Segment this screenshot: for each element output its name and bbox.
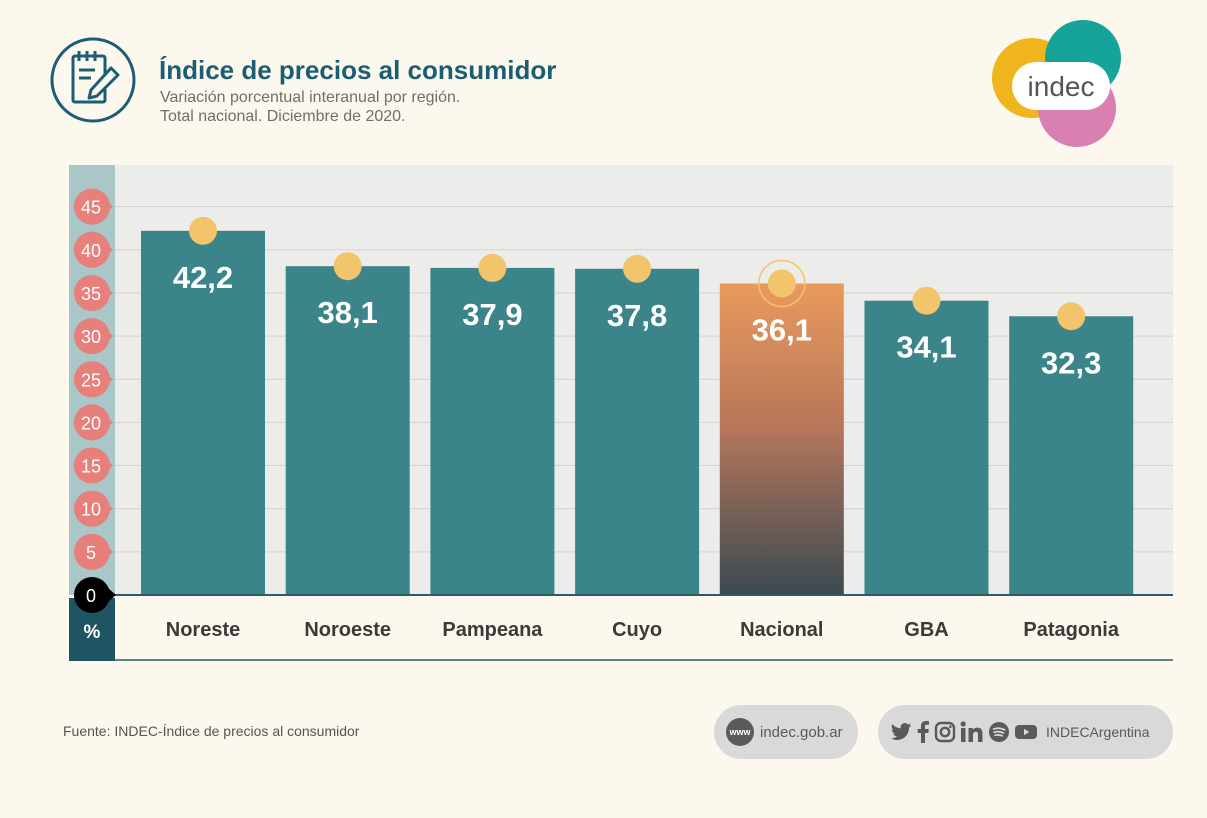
y-tick-marker: [74, 404, 110, 441]
bar: [141, 230, 265, 595]
spotify-icon[interactable]: [988, 721, 1010, 743]
y-tick-marker: [74, 490, 110, 527]
bar-highlight: [719, 283, 844, 595]
y-tick-label: 35: [81, 284, 101, 304]
website-link[interactable]: indec.gob.ar: [760, 723, 843, 741]
bar-marker: [623, 254, 652, 283]
page-subtitle: Variación porcentual interanual por regi…: [160, 88, 460, 126]
bar-value-label: 37,9: [462, 297, 522, 332]
linkedin-icon[interactable]: [960, 721, 984, 743]
bar-marker: [333, 252, 362, 281]
y-tick-marker: [74, 188, 110, 225]
facebook-icon[interactable]: [916, 721, 930, 743]
y-tick-label: 10: [81, 500, 101, 520]
bar-value-label: 42,2: [173, 260, 233, 295]
y-tick-label: 40: [81, 241, 101, 261]
bar-marker: [478, 253, 507, 282]
y-tick-marker: [74, 533, 110, 570]
source-note: Fuente: INDEC-Índice de precios al consu…: [63, 723, 360, 739]
y-tick-label: 45: [81, 198, 101, 218]
website-pill[interactable]: www indec.gob.ar: [714, 705, 858, 759]
social-pill[interactable]: INDECArgentina: [878, 705, 1173, 759]
bar-marker: [912, 286, 941, 315]
www-icon: www: [726, 718, 754, 746]
y-tick-marker: [74, 318, 110, 355]
y-tick-label: 5: [86, 543, 96, 563]
bar-value-label: 36,1: [752, 312, 812, 347]
bar-marker: [1057, 302, 1086, 331]
y-tick-label: 20: [81, 413, 101, 433]
bar-marker: [767, 269, 796, 298]
indec-logo: indec: [992, 20, 1121, 147]
bar-value-label: 38,1: [318, 295, 378, 330]
y-tick-zero-pointer: [100, 581, 116, 609]
logo-text: indec: [1028, 71, 1095, 102]
y-tick-marker: [74, 274, 110, 311]
bar-value-label: 37,8: [607, 298, 667, 333]
bar-marker: [189, 216, 217, 245]
social-handle[interactable]: INDECArgentina: [1046, 724, 1150, 740]
x-axis-label: Pampeana: [442, 619, 543, 641]
bar-marker-ring: [758, 259, 806, 308]
bar: [285, 266, 410, 595]
instagram-icon[interactable]: [934, 721, 956, 743]
bar: [430, 267, 555, 595]
y-tick-label: 30: [81, 327, 101, 347]
bar: [575, 268, 700, 595]
y-tick-label: 0: [86, 586, 96, 606]
x-axis-label: Noreste: [166, 619, 240, 641]
subtitle-line-1: Variación porcentual interanual por regi…: [160, 89, 461, 106]
x-axis-label: GBA: [904, 619, 948, 641]
y-axis-label: %: [84, 622, 101, 643]
notepad-pencil-icon: [50, 37, 136, 123]
y-tick-marker: [74, 231, 110, 268]
x-axis-label: Patagonia: [1023, 619, 1119, 641]
bar-value-label: 34,1: [896, 330, 956, 365]
x-axis-label: Nacional: [740, 619, 823, 641]
bar-value-label: 32,3: [1041, 345, 1101, 380]
y-tick-label: 15: [81, 457, 101, 477]
bar: [864, 300, 989, 595]
y-tick-marker: [74, 447, 110, 484]
x-axis-label: Noroeste: [304, 619, 391, 641]
x-axis-label: Cuyo: [612, 619, 662, 641]
subtitle-line-2: Total nacional. Diciembre de 2020.: [160, 108, 406, 125]
y-tick-marker: [74, 361, 110, 398]
page-title: Índice de precios al consumidor: [159, 55, 557, 85]
youtube-icon[interactable]: [1014, 723, 1038, 741]
y-tick-label: 25: [81, 370, 101, 390]
bar: [1009, 316, 1134, 595]
twitter-icon[interactable]: [890, 722, 912, 742]
